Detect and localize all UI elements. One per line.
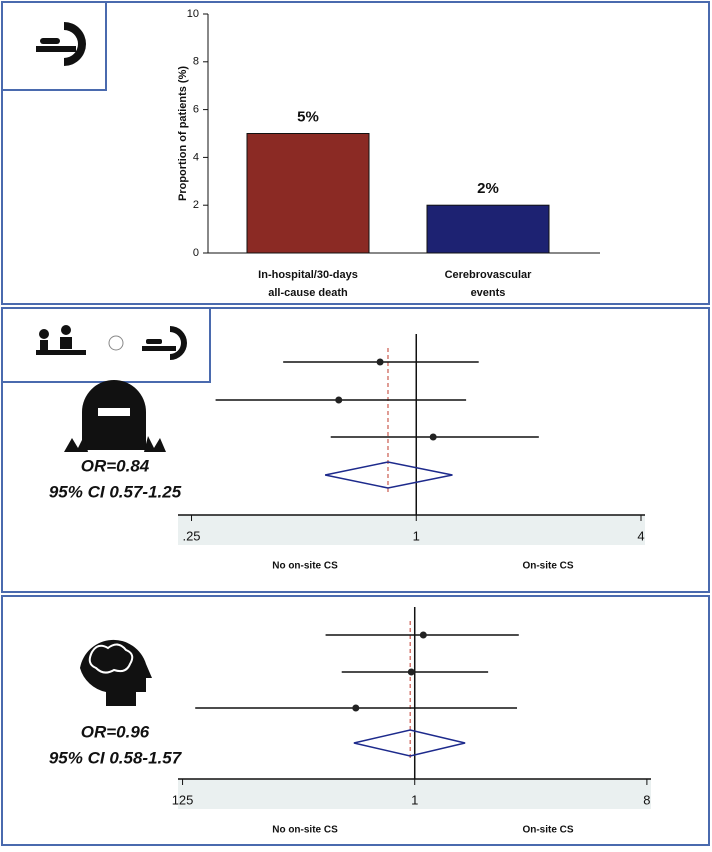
- y-tick-label: 10: [187, 8, 199, 20]
- x-tick-label: In-hospital/30-days: [258, 269, 358, 281]
- y-axis-label: Proportion of patients (%): [177, 66, 189, 201]
- estimate: [335, 397, 342, 404]
- y-tick-label: 0: [193, 247, 199, 259]
- x-tick-label: 1: [411, 792, 418, 807]
- estimate: [408, 669, 415, 676]
- tombstone-icon: [64, 380, 166, 452]
- estimate: [430, 434, 437, 441]
- pooled-diamond: [354, 730, 465, 756]
- value-label: 5%: [297, 108, 319, 125]
- or-label: OR=0.96: [81, 722, 150, 741]
- ci-label: 95% CI 0.58-1.57: [49, 748, 183, 767]
- x-axis-label: No on-site CS: [272, 561, 338, 572]
- or-label: OR=0.84: [81, 456, 150, 475]
- x-tick-label: Cerebrovascular: [445, 269, 533, 281]
- x-tick-label: 4: [637, 528, 644, 543]
- ci-label: 95% CI 0.57-1.25: [49, 482, 182, 501]
- figure: 0 2 4 6 8 10 Proportion of patients (%) 5% In-ho…: [0, 0, 712, 847]
- value-label: 2%: [477, 180, 499, 197]
- x-tick-label: 8: [643, 792, 650, 807]
- icon-box: [2, 308, 210, 382]
- bar: [247, 134, 369, 254]
- x-axis-label: No on-site CS: [272, 825, 338, 836]
- axis-band: [178, 515, 645, 545]
- pooled-diamond: [325, 462, 452, 488]
- x-axis-label: On-site CS: [522, 561, 573, 572]
- estimate: [420, 632, 427, 639]
- brain-head-icon: [80, 640, 152, 706]
- x-tick-label: all-cause death: [268, 287, 348, 299]
- x-tick-label: 1: [413, 528, 420, 543]
- estimate: [352, 705, 359, 712]
- y-tick-label: 2: [193, 199, 199, 211]
- x-tick-label: events: [471, 287, 506, 299]
- x-tick-label: .25: [182, 528, 200, 543]
- y-tick-label: 8: [193, 56, 199, 68]
- estimate: [377, 359, 384, 366]
- bar: [427, 205, 549, 253]
- x-tick-label: 125: [172, 792, 194, 807]
- y-tick-label: 6: [193, 104, 199, 116]
- x-axis-label: On-site CS: [522, 825, 573, 836]
- y-tick-label: 4: [193, 151, 199, 163]
